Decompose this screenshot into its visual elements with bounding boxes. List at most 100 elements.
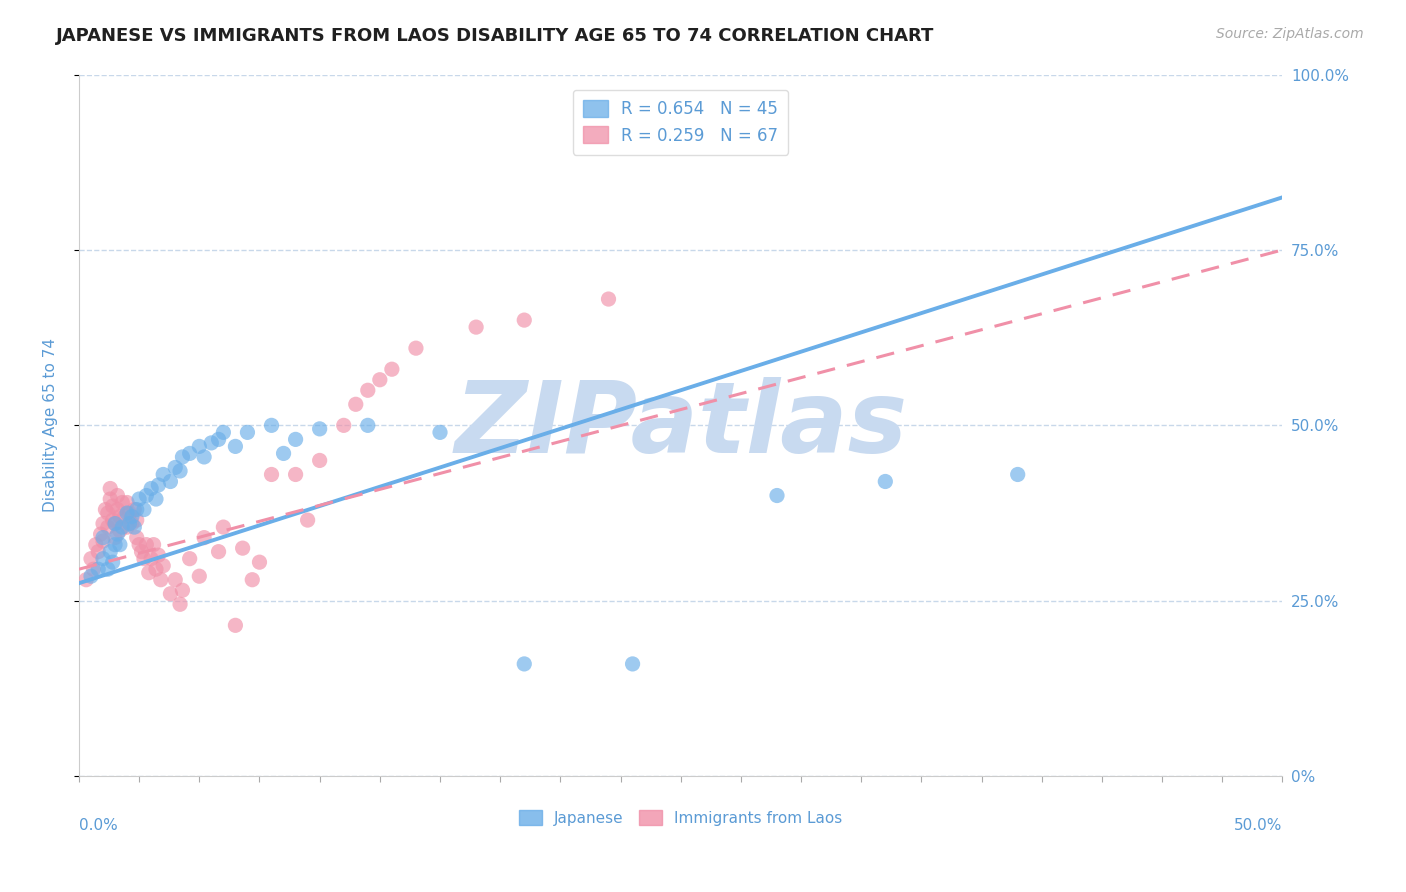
Point: [101, 555, 124, 569]
Point: [284, 433, 307, 447]
Point: [224, 618, 246, 632]
Point: [80, 569, 103, 583]
Point: [145, 491, 167, 506]
Point: [1007, 467, 1029, 482]
Point: [212, 425, 235, 440]
Point: [179, 551, 201, 566]
Text: Source: ZipAtlas.com: Source: ZipAtlas.com: [1216, 27, 1364, 41]
Point: [128, 491, 150, 506]
Point: [188, 569, 211, 583]
Point: [212, 520, 235, 534]
Text: ZIPatlas: ZIPatlas: [454, 376, 907, 474]
Point: [236, 425, 259, 440]
Point: [513, 313, 536, 327]
Point: [107, 527, 129, 541]
Point: [766, 489, 789, 503]
Point: [169, 597, 191, 611]
Point: [284, 467, 307, 482]
Point: [297, 513, 319, 527]
Point: [121, 509, 143, 524]
Point: [104, 516, 127, 531]
Point: [381, 362, 404, 376]
Point: [125, 531, 148, 545]
Point: [357, 418, 380, 433]
Point: [80, 551, 103, 566]
Point: [98, 544, 121, 558]
Point: [148, 478, 170, 492]
Point: [200, 436, 222, 450]
Point: [125, 502, 148, 516]
Point: [108, 509, 131, 524]
Point: [125, 513, 148, 527]
Point: [91, 516, 114, 531]
Point: [273, 446, 295, 460]
Point: [87, 562, 110, 576]
Point: [104, 531, 127, 545]
Point: [249, 555, 271, 569]
Point: [332, 418, 354, 433]
Point: [108, 538, 131, 552]
Point: [98, 491, 121, 506]
Point: [111, 520, 134, 534]
Point: [131, 544, 153, 558]
Point: [232, 541, 254, 556]
Point: [148, 548, 170, 562]
Point: [149, 573, 172, 587]
Point: [141, 551, 163, 566]
Text: 50.0%: 50.0%: [1234, 818, 1282, 833]
Point: [169, 464, 191, 478]
Point: [165, 460, 187, 475]
Point: [621, 657, 644, 671]
Point: [87, 544, 110, 558]
Point: [598, 292, 620, 306]
Point: [104, 538, 127, 552]
Point: [465, 320, 488, 334]
Point: [142, 538, 165, 552]
Point: [91, 551, 114, 566]
Point: [128, 538, 150, 552]
Point: [107, 502, 129, 516]
Point: [429, 425, 451, 440]
Point: [75, 573, 97, 587]
Point: [240, 573, 263, 587]
Point: [97, 562, 120, 576]
Point: [101, 513, 124, 527]
Point: [115, 506, 138, 520]
Point: [115, 520, 138, 534]
Point: [118, 506, 141, 520]
Point: [118, 516, 141, 531]
Point: [179, 446, 201, 460]
Point: [132, 502, 155, 516]
Y-axis label: Disability Age 65 to 74: Disability Age 65 to 74: [44, 338, 58, 512]
Point: [90, 527, 112, 541]
Point: [97, 520, 120, 534]
Point: [193, 450, 215, 464]
Point: [98, 482, 121, 496]
Point: [193, 531, 215, 545]
Point: [141, 482, 163, 496]
Point: [145, 562, 167, 576]
Point: [357, 384, 380, 398]
Point: [94, 502, 117, 516]
Legend: Japanese, Immigrants from Laos: Japanese, Immigrants from Laos: [513, 804, 849, 831]
Point: [124, 502, 146, 516]
Point: [875, 475, 897, 489]
Point: [84, 538, 107, 552]
Point: [132, 551, 155, 566]
Point: [152, 467, 174, 482]
Point: [405, 341, 427, 355]
Point: [308, 422, 330, 436]
Point: [207, 544, 229, 558]
Point: [91, 531, 114, 545]
Point: [97, 506, 120, 520]
Point: [91, 534, 114, 549]
Point: [165, 573, 187, 587]
Point: [115, 495, 138, 509]
Point: [135, 489, 157, 503]
Point: [111, 495, 134, 509]
Point: [107, 489, 129, 503]
Point: [260, 467, 283, 482]
Point: [260, 418, 283, 433]
Point: [138, 566, 160, 580]
Point: [344, 397, 367, 411]
